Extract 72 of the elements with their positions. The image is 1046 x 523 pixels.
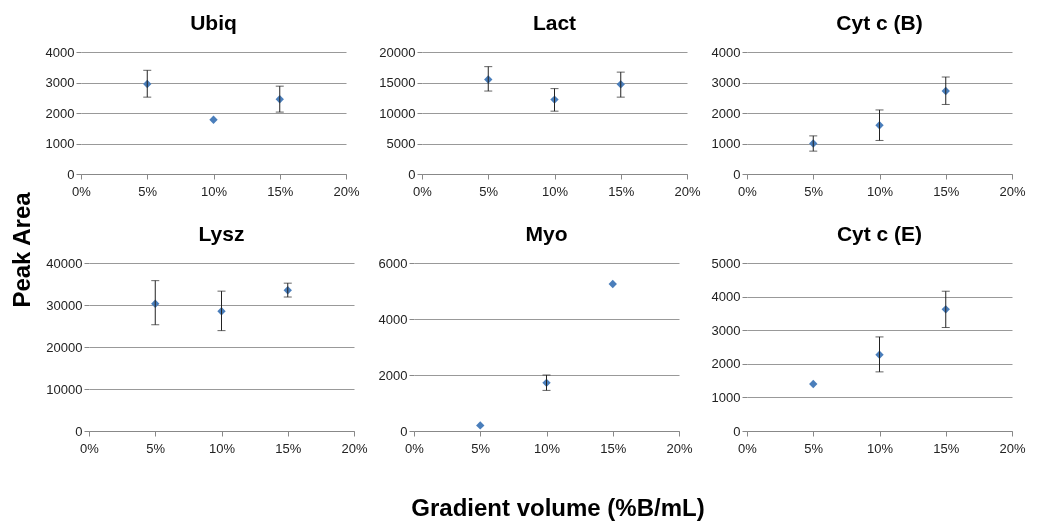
x-tick-label: 15% <box>267 183 294 199</box>
chart-title: Lact <box>532 11 577 34</box>
chart-title: Cyt c (B) <box>836 11 923 34</box>
y-tick-label: 1000 <box>45 136 75 151</box>
x-tick-label: 5% <box>471 440 491 456</box>
x-tick-label: 10% <box>866 183 894 199</box>
x-tick-label: 10% <box>866 440 894 456</box>
x-tick-label: 15% <box>600 440 627 456</box>
y-tick-label: 2000 <box>378 367 408 383</box>
y-tick-label: 30000 <box>46 297 83 313</box>
point <box>809 379 818 389</box>
x-tick-label: 5% <box>146 440 166 456</box>
x-tick-label: 20% <box>341 440 368 456</box>
x-tick-label: 10% <box>541 183 569 199</box>
x-tick-label: 20% <box>674 183 701 199</box>
y-tick-label: 1000 <box>711 136 741 151</box>
y-tick-label: 10000 <box>46 381 83 397</box>
y-tick-label: 40000 <box>46 255 83 271</box>
x-tick-label: 0% <box>405 440 425 456</box>
y-tick-label: 4000 <box>378 311 408 327</box>
y-tick-label: 20000 <box>379 44 416 60</box>
point <box>608 279 617 289</box>
point <box>476 421 485 430</box>
y-tick-label: 0 <box>67 166 75 182</box>
y-tick-label: 5000 <box>386 136 416 151</box>
y-tick-label: 4000 <box>45 44 75 60</box>
y-tick-label: 2000 <box>45 105 75 121</box>
point <box>209 115 218 124</box>
y-tick-label: 20000 <box>46 339 83 355</box>
y-tick-label: 5000 <box>711 255 741 271</box>
x-tick-label: 20% <box>666 440 693 456</box>
x-tick-label: 10% <box>533 440 561 456</box>
y-tick-label: 0 <box>733 423 741 439</box>
x-tick-label: 5% <box>804 183 824 199</box>
y-tick-label: 10000 <box>379 105 416 121</box>
x-tick-label: 20% <box>999 440 1026 456</box>
y-tick-label: 15000 <box>379 75 416 90</box>
y-tick-label: 0 <box>400 423 408 439</box>
x-tick-label: 0% <box>413 183 433 199</box>
x-tick-label: 5% <box>804 440 824 456</box>
y-tick-label: 0 <box>75 423 83 439</box>
x-tick-label: 10% <box>208 440 236 456</box>
y-tick-label: 4000 <box>711 44 741 60</box>
x-tick-label: 0% <box>80 440 100 456</box>
y-tick-label: 2000 <box>711 105 741 121</box>
y-tick-label: 4000 <box>711 289 741 305</box>
x-tick-label: 15% <box>275 440 302 456</box>
x-axis-title: Gradient volume (%B/mL) <box>411 494 705 522</box>
chart-title: Ubiq <box>190 11 237 34</box>
y-tick-label: 2000 <box>711 356 741 372</box>
y-tick-label: 0 <box>408 166 416 182</box>
x-tick-label: 15% <box>608 183 635 199</box>
x-tick-label: 5% <box>479 183 499 199</box>
x-tick-label: 0% <box>738 440 758 456</box>
chart-title: Cyt c (E) <box>836 222 923 245</box>
x-tick-label: 5% <box>138 183 158 199</box>
x-tick-label: 15% <box>933 440 960 456</box>
x-tick-label: 0% <box>72 183 92 199</box>
x-tick-label: 10% <box>200 183 228 199</box>
x-tick-label: 15% <box>933 183 960 199</box>
x-tick-label: 20% <box>999 183 1026 199</box>
chart-title: Lysz <box>198 222 245 245</box>
y-tick-label: 6000 <box>378 255 408 271</box>
x-tick-label: 0% <box>738 183 758 199</box>
y-tick-label: 3000 <box>45 75 75 90</box>
x-tick-label: 20% <box>333 183 360 199</box>
y-tick-label: 3000 <box>711 75 741 90</box>
y-axis-title: Peak Area <box>8 192 36 308</box>
y-tick-label: 1000 <box>711 389 741 405</box>
y-tick-label: 3000 <box>711 322 741 338</box>
y-tick-label: 0 <box>733 166 741 182</box>
chart-title: Myo <box>525 222 568 245</box>
